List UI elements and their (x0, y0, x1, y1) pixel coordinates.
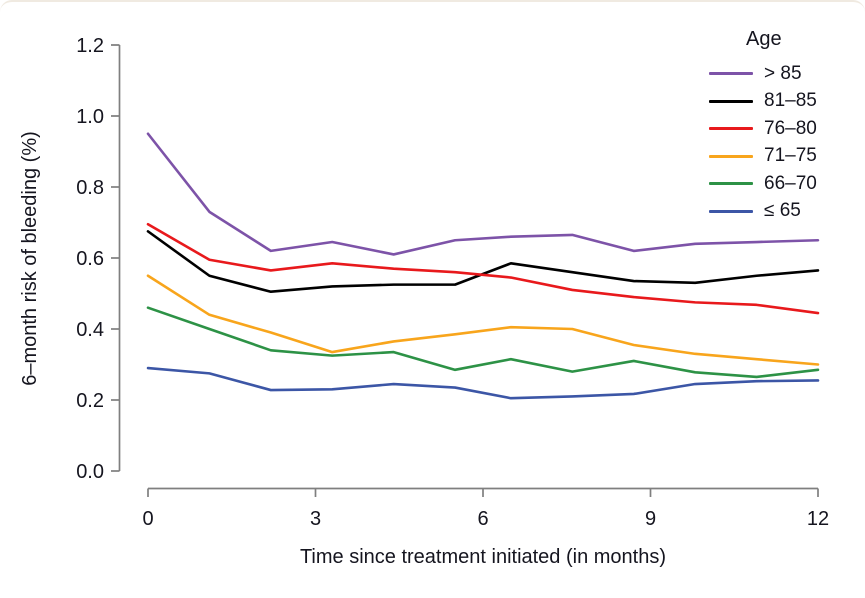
legend-entry-66-70: 66–70 (700, 170, 860, 198)
series-line-le-65 (146, 366, 820, 400)
legend-swatch-71-75 (709, 154, 753, 158)
legend-entry-label: 76–80 (764, 117, 817, 139)
legend-entries: > 85 81–85 76–80 71–75 66–70 ≤ 65 (700, 60, 860, 225)
legend-swatch-over-85 (709, 72, 753, 76)
legend-entry-le-65: ≤ 65 (700, 198, 860, 226)
x-tick-label: 0 (142, 508, 153, 530)
y-tick-label: 0.6 (76, 248, 104, 270)
y-axis-title: 6–month risk of bleeding (%) (18, 130, 41, 386)
legend-swatch-66-70 (709, 182, 753, 186)
x-axis-title: Time since treatment initiated (in month… (299, 546, 667, 568)
series-line-81-85 (146, 230, 820, 294)
legend-swatch-81-85 (709, 99, 753, 103)
series-line-over-85 (146, 132, 820, 256)
legend-entry-over-85: > 85 (700, 60, 860, 88)
y-tick-label: 0.2 (76, 390, 104, 412)
series-line-76-80 (146, 222, 820, 315)
x-tick-label: 12 (807, 508, 829, 530)
legend-title: Age (746, 28, 782, 50)
legend-swatch-76-80 (709, 127, 753, 131)
y-tick-label: 0.8 (76, 177, 104, 199)
y-tick-label: 1.2 (76, 35, 104, 57)
series-line-71-75 (146, 274, 820, 366)
y-tick-label: 1.0 (76, 106, 104, 128)
legend-entry-81-85: 81–85 (700, 88, 860, 116)
x-tick-label: 9 (645, 508, 656, 530)
legend-entry-label: 71–75 (764, 145, 817, 167)
legend-entry-76-80: 76–80 (700, 115, 860, 143)
legend-entry-label: ≤ 65 (764, 200, 801, 222)
legend: Age > 85 81–85 76–80 71–75 66–70 ≤ 65 (700, 28, 860, 225)
y-tick-label: 0.4 (76, 319, 104, 341)
legend-entry-label: 66–70 (764, 172, 817, 194)
legend-entry-label: > 85 (764, 62, 802, 84)
x-tick-label: 6 (477, 508, 488, 530)
x-tick-label: 3 (310, 508, 321, 530)
legend-entry-71-75: 71–75 (700, 143, 860, 171)
series-line-66-70 (146, 306, 820, 379)
y-tick-label: 0.0 (76, 461, 104, 483)
legend-swatch-le-65 (709, 209, 753, 213)
y-axis-title-wrap: 6–month risk of bleeding (%) (8, 45, 52, 471)
legend-entry-label: 81–85 (764, 90, 817, 112)
